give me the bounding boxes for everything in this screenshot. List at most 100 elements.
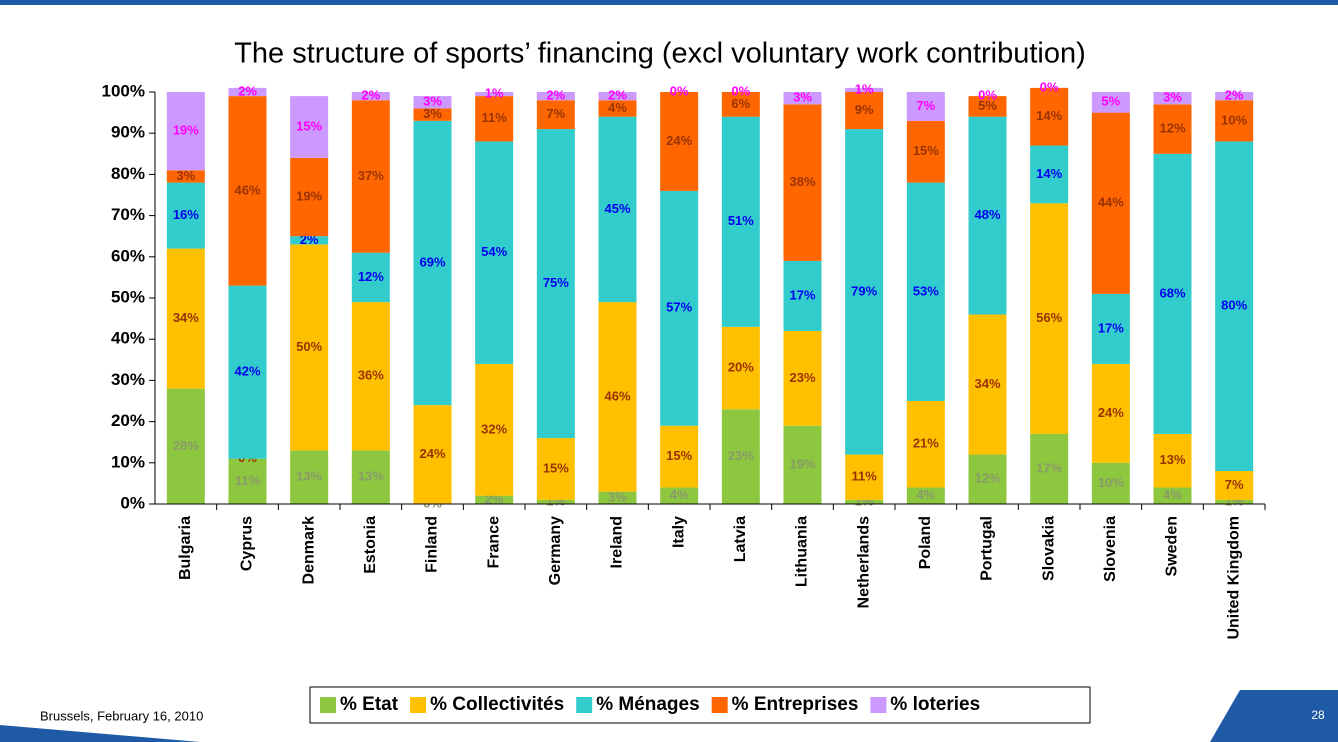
bar-segment bbox=[783, 104, 822, 261]
bar-segment bbox=[660, 487, 699, 504]
bar-segment bbox=[1215, 499, 1254, 504]
bar-segment bbox=[1215, 100, 1254, 142]
bar-segment bbox=[598, 92, 637, 101]
value-label: 0% bbox=[978, 88, 997, 103]
bar-segment bbox=[290, 244, 329, 451]
bar-segment bbox=[1091, 462, 1130, 504]
bar-segment bbox=[475, 92, 514, 97]
value-label: 57% bbox=[666, 300, 692, 315]
bar-segment bbox=[536, 92, 575, 101]
bar-segment bbox=[845, 499, 884, 504]
value-label: 68% bbox=[1159, 285, 1185, 300]
value-label: 54% bbox=[481, 244, 507, 259]
value-label: 15% bbox=[913, 143, 939, 158]
legend-label: % Ménages bbox=[596, 694, 699, 715]
bar-segment bbox=[1153, 153, 1192, 434]
value-label: 28% bbox=[173, 438, 199, 453]
value-label: 19% bbox=[296, 188, 322, 203]
value-label: 2% bbox=[361, 88, 380, 103]
value-label: 12% bbox=[358, 269, 384, 284]
y-tick-label: 40% bbox=[111, 329, 145, 348]
value-label: 11% bbox=[235, 473, 261, 488]
bar-segment bbox=[166, 388, 205, 504]
value-label: 12% bbox=[974, 471, 1000, 486]
value-label: 34% bbox=[173, 310, 199, 325]
value-label: 36% bbox=[358, 368, 384, 383]
value-label: 14% bbox=[1036, 166, 1062, 181]
legend-box bbox=[309, 686, 1091, 724]
x-tick-label: France bbox=[485, 516, 502, 569]
value-label: 7% bbox=[916, 98, 935, 113]
value-label: 19% bbox=[173, 123, 199, 138]
value-label: 46% bbox=[604, 388, 630, 403]
y-tick-label: 80% bbox=[111, 164, 145, 183]
page-badge bbox=[1210, 690, 1338, 742]
bar-segment bbox=[290, 236, 329, 245]
value-label: 13% bbox=[1159, 452, 1185, 467]
bar-segment bbox=[475, 495, 514, 504]
x-tick-label: Ireland bbox=[609, 516, 626, 568]
bar-segment bbox=[413, 108, 452, 121]
bar-segment bbox=[783, 260, 822, 331]
bar-segment bbox=[845, 454, 884, 500]
bar-segment bbox=[1030, 433, 1069, 504]
bar-segment bbox=[166, 182, 205, 249]
x-tick-label: Portugal bbox=[979, 516, 996, 581]
bar-segment bbox=[1091, 112, 1130, 294]
x-tick-label: Italy bbox=[670, 516, 687, 548]
value-label: 4% bbox=[1163, 487, 1182, 502]
bar-segment bbox=[721, 92, 760, 117]
bar-segment bbox=[845, 129, 884, 455]
bar-segment bbox=[721, 326, 760, 410]
value-label: 2% bbox=[608, 88, 627, 103]
x-tick-label: Slovenia bbox=[1102, 516, 1119, 582]
bar-segment bbox=[166, 248, 205, 389]
x-tick-label: Estonia bbox=[362, 516, 379, 574]
bar-segment bbox=[906, 487, 945, 504]
bar-segment bbox=[351, 252, 390, 303]
x-tick-label: Finland bbox=[424, 516, 441, 573]
bar-segment bbox=[906, 182, 945, 401]
bar-segment bbox=[536, 499, 575, 504]
value-label: 17% bbox=[1036, 460, 1062, 475]
value-label: 4% bbox=[670, 487, 689, 502]
bar-segment bbox=[1030, 145, 1069, 204]
value-label: 4% bbox=[608, 100, 627, 115]
bar-segment bbox=[536, 438, 575, 500]
value-label: 37% bbox=[358, 168, 384, 183]
value-label: 2% bbox=[1225, 88, 1244, 103]
value-label: 56% bbox=[1036, 310, 1062, 325]
value-label: 24% bbox=[666, 133, 692, 148]
value-label: 11% bbox=[852, 469, 878, 484]
chart-title: The structure of sports’ financing (excl… bbox=[234, 38, 1086, 70]
bar-segment bbox=[968, 96, 1007, 117]
legend-label: % Collectivités bbox=[430, 694, 564, 715]
bar-segment bbox=[783, 330, 822, 426]
bar-segment bbox=[351, 302, 390, 451]
bar-segment bbox=[166, 170, 205, 183]
value-label: 7% bbox=[546, 106, 565, 121]
value-label: 16% bbox=[173, 207, 199, 222]
x-tick-label: Cyprus bbox=[239, 516, 256, 571]
bar-segment bbox=[413, 405, 452, 504]
value-label: 3% bbox=[1163, 90, 1182, 105]
value-label: 48% bbox=[974, 207, 1000, 222]
bar-segment bbox=[660, 92, 699, 191]
value-label: 4% bbox=[916, 487, 935, 502]
bar-segment bbox=[351, 100, 390, 253]
legend-label: % loteries bbox=[890, 694, 980, 715]
bar-segment bbox=[290, 96, 329, 158]
bar-segment bbox=[783, 425, 822, 504]
value-label: 50% bbox=[296, 339, 322, 354]
value-label: 13% bbox=[358, 469, 384, 484]
value-label: 38% bbox=[789, 174, 815, 189]
value-label: 24% bbox=[419, 446, 445, 461]
y-tick-label: 90% bbox=[111, 123, 145, 142]
value-label: 17% bbox=[789, 287, 815, 302]
bar-segment bbox=[351, 450, 390, 504]
bar-segment bbox=[228, 285, 267, 459]
value-label: 21% bbox=[913, 436, 939, 451]
value-label: 9% bbox=[855, 102, 874, 117]
x-tick-label: United Kingdom bbox=[1225, 516, 1242, 640]
